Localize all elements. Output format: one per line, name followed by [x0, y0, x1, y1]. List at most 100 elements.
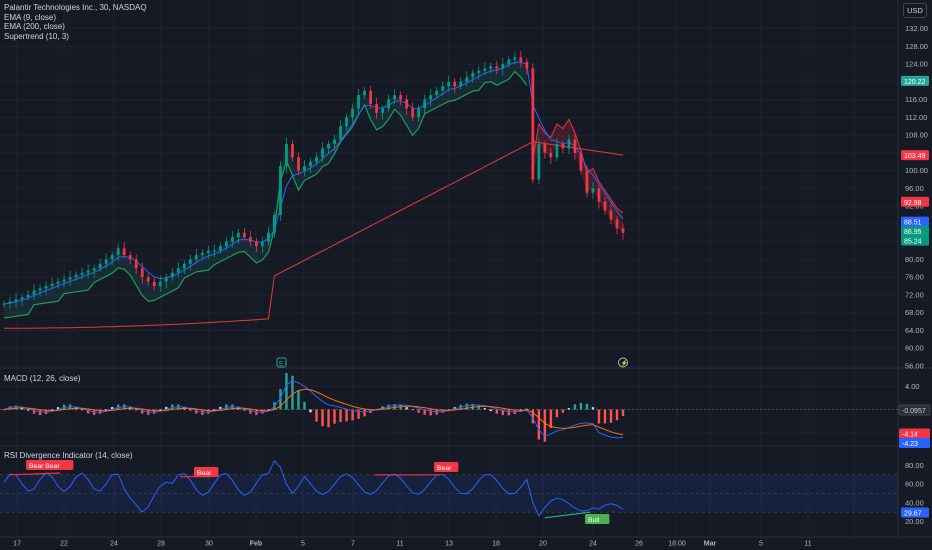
candle-body[interactable]: [20, 297, 24, 300]
ema200-legend[interactable]: EMA (200, close): [4, 22, 65, 31]
macd-badge[interactable]: -4.14: [899, 428, 930, 439]
time-axis-label[interactable]: 18: [492, 541, 500, 548]
candle-body[interactable]: [327, 143, 330, 149]
candle-body[interactable]: [182, 263, 186, 269]
candle-body[interactable]: [477, 70, 481, 73]
candle-body[interactable]: [206, 250, 210, 253]
candle-body[interactable]: [555, 143, 559, 158]
candle-body[interactable]: [291, 143, 294, 158]
candle-body[interactable]: [447, 81, 451, 87]
rsi-badge[interactable]: 29.67: [901, 507, 929, 518]
candle-body[interactable]: [591, 188, 595, 193]
candle-body[interactable]: [573, 139, 577, 153]
candle-body[interactable]: [459, 81, 463, 87]
candle-body[interactable]: [399, 95, 403, 100]
candle-body[interactable]: [248, 237, 252, 242]
candle-body[interactable]: [273, 215, 276, 233]
candle-body[interactable]: [345, 117, 348, 127]
time-axis-label[interactable]: 7: [351, 541, 355, 548]
bear-signal-label[interactable]: Bear Bear: [26, 460, 74, 470]
candle-body[interactable]: [86, 270, 90, 273]
candle-body[interactable]: [519, 57, 523, 62]
price-badge[interactable]: 103.49: [901, 150, 929, 161]
candle-body[interactable]: [501, 64, 505, 69]
candle-body[interactable]: [453, 81, 457, 87]
price-badge[interactable]: 120.22: [901, 75, 929, 86]
candle-body[interactable]: [441, 86, 445, 91]
macd-pane[interactable]: [0, 372, 898, 442]
candle-body[interactable]: [531, 68, 535, 180]
candle-body[interactable]: [242, 232, 246, 238]
candle-body[interactable]: [224, 241, 228, 247]
candle-body[interactable]: [128, 254, 132, 260]
candle-body[interactable]: [549, 152, 553, 158]
candle-body[interactable]: [122, 248, 126, 255]
price-badge[interactable]: 86.95: [901, 226, 929, 237]
candle-body[interactable]: [567, 139, 571, 149]
candle-body[interactable]: [44, 286, 48, 289]
candle-body[interactable]: [621, 228, 625, 233]
bear-signal-label[interactable]: Bear: [434, 462, 459, 472]
candle-body[interactable]: [351, 108, 354, 118]
candle-body[interactable]: [393, 95, 397, 100]
candle-body[interactable]: [489, 66, 493, 69]
candle-body[interactable]: [74, 274, 78, 278]
candle-body[interactable]: [411, 108, 415, 118]
supertrend-legend[interactable]: Supertrend (10, 3): [4, 31, 69, 41]
time-axis-label[interactable]: 11: [396, 541, 403, 548]
macd-badge[interactable]: -4.23: [899, 438, 930, 449]
candle-body[interactable]: [104, 259, 108, 264]
candle-body[interactable]: [32, 290, 36, 295]
candle-body[interactable]: [218, 246, 222, 251]
candle-body[interactable]: [495, 66, 499, 69]
time-axis-label[interactable]: 13: [445, 541, 453, 548]
candle-body[interactable]: [2, 303, 6, 305]
candle-body[interactable]: [212, 250, 216, 252]
candle-body[interactable]: [279, 166, 282, 216]
candle-body[interactable]: [98, 263, 102, 269]
candle-body[interactable]: [321, 148, 324, 158]
candle-body[interactable]: [200, 252, 204, 255]
candle-body[interactable]: [333, 139, 336, 144]
earnings-icon[interactable]: E: [276, 357, 287, 368]
time-axis-label[interactable]: 11: [804, 541, 811, 548]
candle-body[interactable]: [194, 254, 198, 260]
candle-body[interactable]: [339, 126, 342, 140]
candle-body[interactable]: [357, 95, 360, 109]
time-axis-label[interactable]: Mar: [704, 541, 717, 548]
candle-body[interactable]: [483, 68, 487, 71]
candle-body[interactable]: [146, 277, 150, 282]
candle-body[interactable]: [158, 281, 162, 287]
candle-body[interactable]: [26, 294, 30, 298]
candle-body[interactable]: [615, 219, 619, 229]
candle-body[interactable]: [525, 61, 529, 69]
candle-body[interactable]: [309, 161, 312, 167]
candle-body[interactable]: [561, 143, 565, 149]
time-axis-label[interactable]: 30: [205, 541, 213, 548]
candle-body[interactable]: [116, 248, 120, 255]
candle-body[interactable]: [381, 108, 385, 113]
time-axis-label[interactable]: 26: [635, 541, 643, 548]
dividend-icon[interactable]: ⚡: [618, 357, 628, 368]
macd-legend[interactable]: MACD (12, 26, close): [4, 374, 81, 383]
bear-signal-label[interactable]: Bear: [194, 467, 219, 477]
candle-body[interactable]: [585, 170, 589, 193]
candle-body[interactable]: [62, 279, 66, 282]
candle-body[interactable]: [56, 281, 60, 284]
candle-body[interactable]: [363, 90, 366, 96]
candle-body[interactable]: [471, 72, 475, 78]
candle-body[interactable]: [140, 268, 144, 278]
time-axis-label[interactable]: 28: [157, 541, 165, 548]
price-axis[interactable]: 132.00128.00124.00120.00116.00112.00108.…: [898, 24, 931, 526]
candle-body[interactable]: [297, 157, 300, 171]
candle-body[interactable]: [537, 143, 541, 180]
macd-badge[interactable]: -0.0957: [898, 404, 931, 416]
price-badge[interactable]: 88.51: [901, 216, 929, 227]
candle-body[interactable]: [152, 281, 156, 287]
candle-body[interactable]: [597, 188, 601, 202]
time-axis-label[interactable]: 18:00: [668, 541, 686, 548]
time-axis-label[interactable]: 5: [301, 541, 305, 548]
rsi-legend[interactable]: RSI Divergence Indicator (14, close): [4, 451, 133, 460]
candle-body[interactable]: [68, 277, 72, 280]
